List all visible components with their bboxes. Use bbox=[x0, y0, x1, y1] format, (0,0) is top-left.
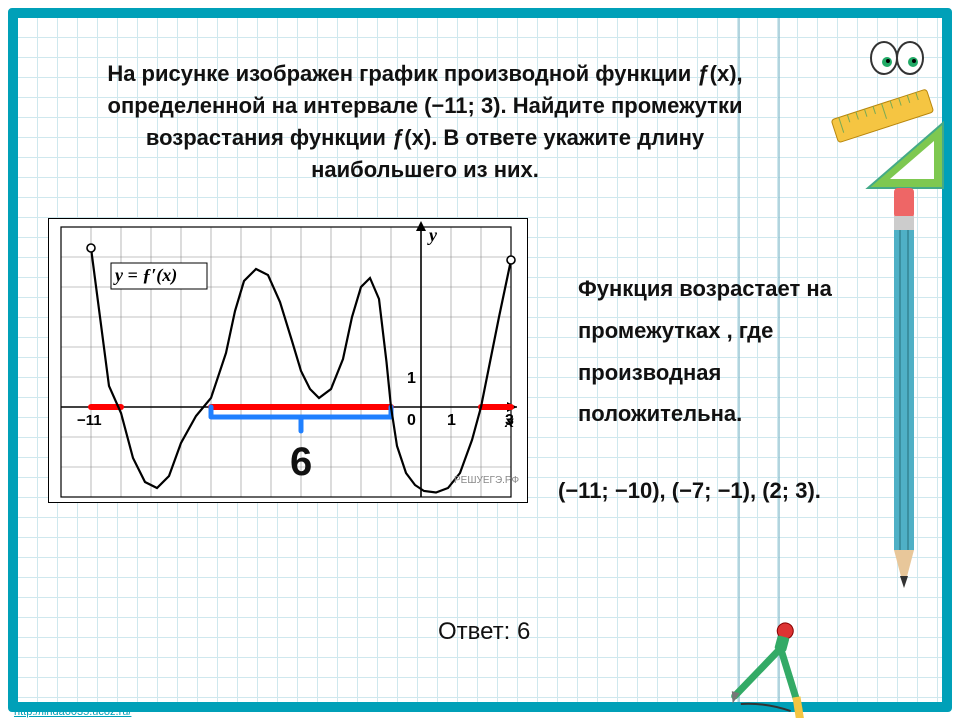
svg-text:y: y bbox=[427, 225, 438, 245]
svg-text:y = ƒ′(x): y = ƒ′(x) bbox=[113, 265, 177, 286]
slide-frame: На рисунке изображен график производной … bbox=[8, 8, 952, 712]
big-number: 6 bbox=[290, 440, 312, 485]
eyes-clipart bbox=[868, 36, 928, 76]
svg-text:3: 3 bbox=[505, 412, 514, 429]
compass-clipart bbox=[718, 618, 848, 718]
watermark: РЕШУЕГЭ.РФ bbox=[454, 475, 519, 486]
answer-label: Ответ: 6 bbox=[438, 618, 530, 646]
ruler-triangle-clipart bbox=[828, 73, 948, 193]
explanation-text: Функция возрастает на промежутках , где … bbox=[578, 268, 862, 435]
svg-text:0: 0 bbox=[407, 412, 416, 429]
pencil-clipart bbox=[888, 188, 920, 608]
source-url[interactable]: http://linda6035.ucoz.ru/ bbox=[14, 706, 131, 718]
intervals-text: (−11; −10), (−7; −1), (2; 3). bbox=[558, 478, 821, 504]
svg-text:1: 1 bbox=[447, 412, 456, 429]
question-text: На рисунке изображен график производной … bbox=[88, 58, 762, 186]
derivative-chart: yx110−113y = ƒ′(x) bbox=[48, 218, 528, 503]
svg-text:1: 1 bbox=[407, 370, 416, 387]
svg-text:−11: −11 bbox=[77, 412, 102, 429]
